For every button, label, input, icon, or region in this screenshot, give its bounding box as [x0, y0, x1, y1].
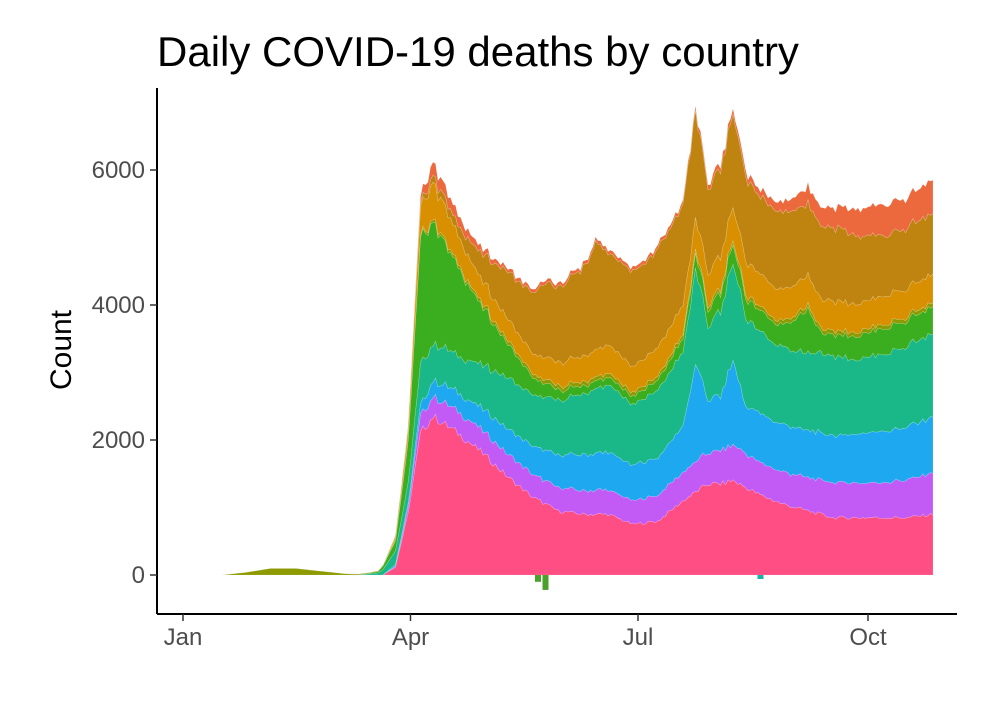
stacked-areas — [183, 105, 934, 576]
y-tick-label-6000: 6000 — [92, 157, 145, 184]
x-tick-label-jan: Jan — [164, 624, 203, 651]
negative-spike-3 — [757, 575, 764, 579]
y-tick-label-0: 0 — [132, 562, 145, 589]
negative-spikes — [535, 575, 764, 590]
area-series-8 — [183, 109, 934, 576]
x-tick-label-jul: Jul — [623, 624, 654, 651]
x-tick-label-oct: Oct — [849, 624, 887, 651]
area-series-7 — [183, 181, 934, 576]
negative-spike-2 — [542, 575, 549, 590]
chart-title: Daily COVID-19 deaths by country — [157, 28, 799, 75]
y-tick-label-4000: 4000 — [92, 292, 145, 319]
area-series-9 — [183, 105, 934, 576]
negative-spike-1 — [535, 575, 541, 582]
y-tick-label-2000: 2000 — [92, 427, 145, 454]
area-series-6 — [183, 219, 934, 576]
x-tick-label-apr: Apr — [392, 624, 429, 651]
axes: 0 2000 4000 6000 Jan Apr Jul Oct — [92, 88, 957, 651]
